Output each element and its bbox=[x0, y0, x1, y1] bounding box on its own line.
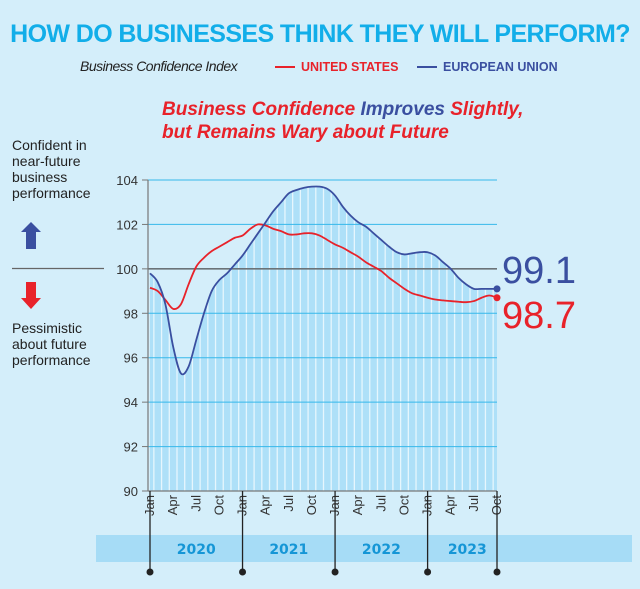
y-tick-label: 98 bbox=[124, 306, 138, 321]
confident-line: near-future bbox=[12, 153, 81, 169]
month-label: Jul bbox=[281, 495, 296, 512]
y-tick-label: 92 bbox=[124, 440, 138, 455]
year-divider-dot bbox=[146, 568, 154, 576]
y-tick-label: 100 bbox=[116, 262, 138, 277]
month-label: Jul bbox=[188, 495, 203, 512]
year-band bbox=[96, 535, 632, 562]
headline-line2: but Remains Wary about Future bbox=[162, 122, 449, 143]
legend-eu-swatch bbox=[417, 66, 437, 68]
pessimistic-line: about future bbox=[12, 336, 87, 352]
legend-us-swatch bbox=[275, 66, 295, 68]
month-label: Oct bbox=[304, 495, 319, 516]
y-tick-label: 102 bbox=[116, 217, 138, 232]
y-tick-label: 90 bbox=[124, 484, 138, 499]
arrow-down-icon bbox=[21, 282, 41, 309]
pessimistic-label: Pessimistic about future performance bbox=[12, 320, 91, 368]
year-label: 2021 bbox=[269, 542, 308, 558]
month-label: Oct bbox=[211, 495, 226, 516]
headline-part2: Improves bbox=[360, 99, 445, 120]
y-tick-label: 96 bbox=[124, 351, 138, 366]
pessimistic-line: performance bbox=[12, 352, 91, 368]
year-label: 2022 bbox=[362, 542, 401, 558]
y-tick-label: 94 bbox=[124, 395, 138, 410]
eu-end-point bbox=[493, 285, 501, 293]
page-title: HOW DO BUSINESSES THINK THEY WILL PERFOR… bbox=[10, 20, 630, 48]
year-divider-dot bbox=[239, 568, 247, 576]
month-label: Jul bbox=[373, 495, 388, 512]
headline-part1: Business Confidence bbox=[162, 99, 361, 120]
year-divider-dot bbox=[424, 568, 432, 576]
month-label: Apr bbox=[443, 494, 458, 515]
arrow-up-icon bbox=[21, 222, 41, 249]
year-label: 2023 bbox=[448, 542, 487, 558]
month-label: Apr bbox=[350, 494, 365, 515]
chart-subtitle: Business Confidence Index bbox=[80, 58, 238, 74]
confident-label: Confident in near-future business perfor… bbox=[12, 137, 91, 201]
month-label: Jul bbox=[466, 495, 481, 512]
y-tick-label: 104 bbox=[116, 173, 138, 188]
confident-line: Confident in bbox=[12, 137, 87, 153]
month-label: Apr bbox=[165, 494, 180, 515]
month-label: Apr bbox=[258, 494, 273, 515]
eu-line bbox=[149, 185, 497, 376]
us-last-value: 98.7 bbox=[502, 295, 576, 337]
pessimistic-line: Pessimistic bbox=[12, 320, 83, 336]
us-end-point bbox=[493, 294, 501, 302]
headline-part3: Slightly, bbox=[444, 99, 524, 120]
eu-last-value: 99.1 bbox=[502, 250, 576, 292]
year-divider-dot bbox=[493, 568, 501, 576]
legend-eu-label: EUROPEAN UNION bbox=[443, 60, 558, 74]
legend-us: UNITED STATES bbox=[275, 60, 398, 74]
legend-eu: EUROPEAN UNION bbox=[417, 60, 558, 74]
year-divider-dot bbox=[331, 568, 339, 576]
confident-line: business bbox=[12, 169, 68, 185]
legend-us-label: UNITED STATES bbox=[301, 60, 399, 74]
confident-line: performance bbox=[12, 185, 91, 201]
year-label: 2020 bbox=[177, 542, 216, 558]
us-line bbox=[149, 223, 498, 310]
headline: Business Confidence Improves Slightly, b… bbox=[162, 98, 523, 144]
month-label: Oct bbox=[396, 495, 411, 516]
